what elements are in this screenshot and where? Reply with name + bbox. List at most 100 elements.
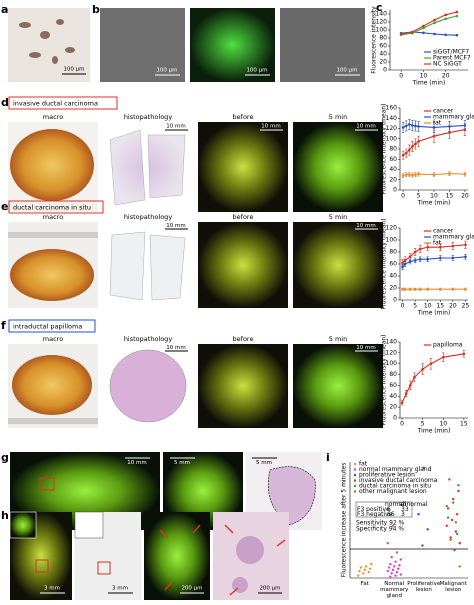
x-tick-label: 0	[401, 193, 405, 200]
marker	[418, 287, 422, 291]
y-tick-label: 0	[393, 297, 397, 304]
y-tick-label: 20	[389, 176, 397, 183]
x-tick-label: 15	[446, 193, 454, 200]
point	[457, 484, 460, 487]
marker	[432, 126, 436, 129]
table-header: normal	[385, 501, 406, 508]
marker	[438, 245, 442, 249]
marker	[417, 140, 420, 143]
marker	[400, 401, 404, 405]
scale-label: 10 mm	[166, 223, 185, 229]
marker	[448, 125, 451, 128]
column-label: histopathology	[124, 213, 173, 221]
point	[390, 572, 393, 575]
y-tick-label: 100	[376, 27, 388, 34]
column-label: macro	[43, 113, 63, 121]
scale-label: 10 mm	[356, 124, 375, 130]
marker	[441, 355, 445, 359]
point	[399, 573, 402, 576]
scale-label: 100 μm	[336, 68, 357, 74]
point	[387, 566, 391, 569]
x-axis-label: Time (min)	[412, 80, 446, 87]
marker	[422, 31, 425, 35]
legend-swatch	[353, 468, 357, 471]
marker	[463, 172, 467, 176]
marker	[421, 367, 424, 371]
y-tick-label: 100	[386, 237, 398, 244]
photo	[293, 344, 383, 428]
marker	[433, 32, 436, 36]
marker	[413, 259, 417, 262]
y-tick-label: 100	[386, 135, 398, 142]
ruler	[8, 418, 98, 424]
photo	[198, 122, 288, 212]
x-tick-label: 20	[442, 73, 450, 80]
marker	[417, 172, 420, 176]
x-axis-label: Time (min)	[417, 200, 451, 207]
marker	[426, 245, 430, 249]
marker	[433, 18, 436, 22]
x-axis-label: Time (min)	[417, 310, 451, 317]
series-line	[401, 15, 457, 36]
marker	[444, 17, 448, 21]
marker	[438, 256, 442, 260]
panel-label: a	[1, 3, 8, 16]
legend-label: NC SiGGT	[433, 61, 462, 68]
heading: invasive ductal carcinoma	[13, 100, 98, 108]
x-axis-label: Time (min)	[417, 428, 451, 435]
point	[449, 538, 452, 541]
inset	[9, 511, 37, 539]
photo	[198, 222, 288, 308]
marker	[414, 142, 417, 146]
y-axis-label: Fluorescence intensity (mean)	[381, 334, 388, 425]
photo	[293, 122, 383, 212]
x-tick-label: 25	[462, 303, 470, 310]
marker	[408, 255, 412, 259]
panel-label: b	[92, 3, 100, 16]
marker	[409, 384, 412, 387]
column-label: histopathology	[124, 335, 173, 343]
heading-box	[8, 200, 104, 214]
cells	[19, 19, 75, 64]
y-tick-label: 40	[389, 393, 397, 400]
marker	[417, 125, 420, 128]
y-axis-label: Fluorescence increase after 5 minutes	[341, 463, 348, 578]
marker	[429, 362, 433, 366]
point	[417, 513, 420, 516]
x-tick-label: Proliferative lesion	[407, 581, 441, 593]
marker	[451, 287, 455, 291]
marker	[464, 243, 467, 247]
marker	[413, 287, 417, 291]
point	[454, 521, 458, 524]
y-tick-label: 60	[389, 382, 397, 389]
point	[399, 558, 402, 561]
roi-box	[97, 561, 111, 575]
table-cell: F3 negative	[357, 511, 393, 518]
point	[452, 501, 455, 504]
scale-label: 100 μm	[63, 67, 84, 73]
specimen	[12, 355, 92, 415]
marker	[407, 148, 411, 152]
x-tick-label: 10	[430, 193, 438, 200]
table-cell: 6	[387, 506, 391, 513]
scale-label: 3 mm	[44, 586, 60, 592]
scale-label: 10 mm	[127, 460, 146, 466]
point	[394, 574, 397, 577]
x-tick-label: Normal mammary gland	[380, 581, 409, 599]
y-tick-label: 20	[389, 285, 397, 292]
scale-label: 3 mm	[112, 586, 128, 592]
scale-label: 10 mm	[166, 345, 185, 351]
photo	[293, 222, 383, 308]
photo	[190, 8, 275, 82]
point	[426, 528, 429, 531]
y-tick-label: 100	[386, 360, 398, 367]
x-tick-label: 0	[399, 73, 403, 80]
point	[450, 518, 454, 522]
scale-label: 100 μm	[246, 68, 267, 74]
point	[357, 574, 360, 577]
marker	[411, 173, 414, 177]
marker	[462, 352, 466, 356]
scale-label: 10 mm	[166, 124, 185, 130]
